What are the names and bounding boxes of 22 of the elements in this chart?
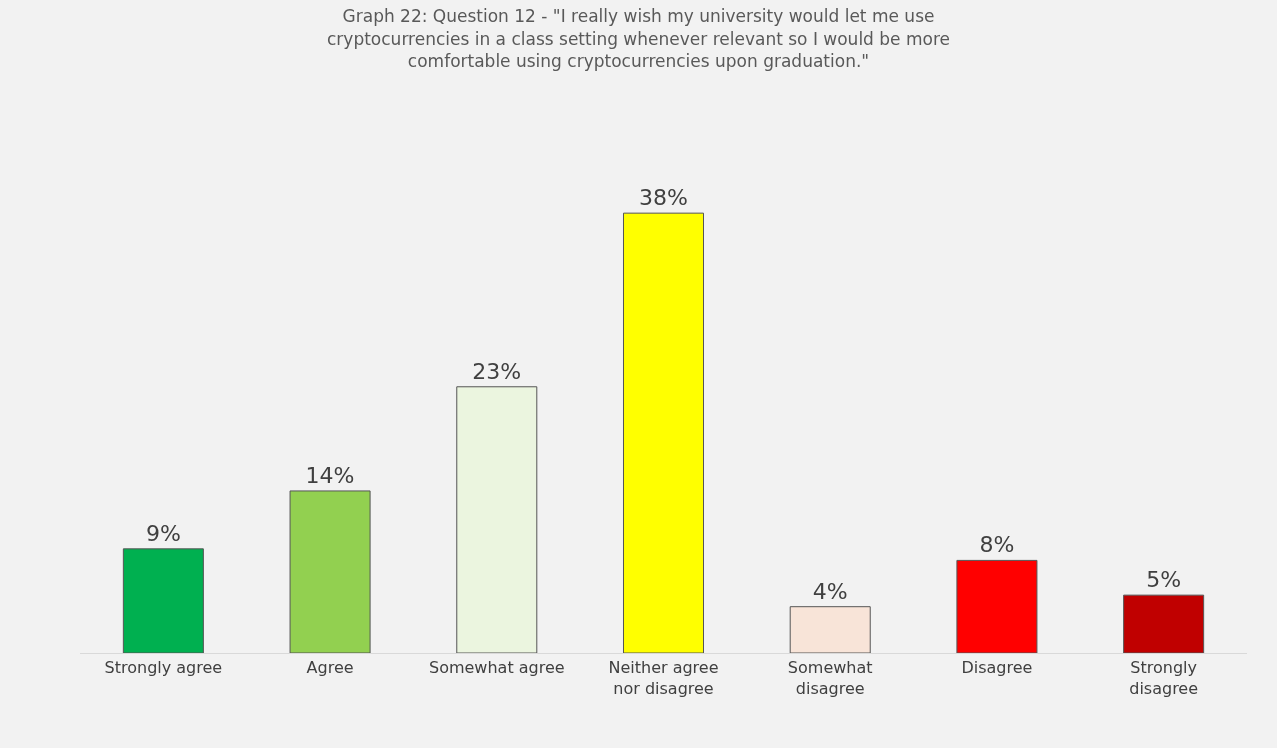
bar [289, 490, 371, 653]
bar [122, 548, 204, 653]
data-label: 38% [639, 185, 688, 211]
data-label: 5% [1146, 567, 1182, 593]
x-tick-label: Neither agree nor disagree [608, 658, 719, 698]
bar [1123, 594, 1205, 653]
chart-title: Graph 22: Question 12 - "I really wish my university would let me use cryptocurrencies in a class setting whenever relevant so I would be more comfortable using cryptocurrencies upon graduation." [327, 6, 950, 71]
x-tick-label: Strongly agree [104, 658, 223, 678]
data-label: 23% [472, 358, 522, 384]
data-label: 4% [812, 578, 848, 604]
bar [956, 559, 1038, 653]
data-label: 9% [145, 520, 181, 546]
x-tick-label: Somewhat disagree [787, 658, 873, 698]
data-label: 14% [305, 462, 355, 488]
x-tick-label: Strongly disagree [1129, 658, 1199, 698]
x-tick-label: Disagree [961, 658, 1033, 678]
bar [622, 212, 705, 653]
x-tick-label: Somewhat agree [428, 658, 565, 678]
bar [456, 386, 538, 653]
x-tick-label: Agree [306, 658, 354, 678]
bar [789, 606, 871, 653]
data-label: 8% [979, 532, 1015, 558]
